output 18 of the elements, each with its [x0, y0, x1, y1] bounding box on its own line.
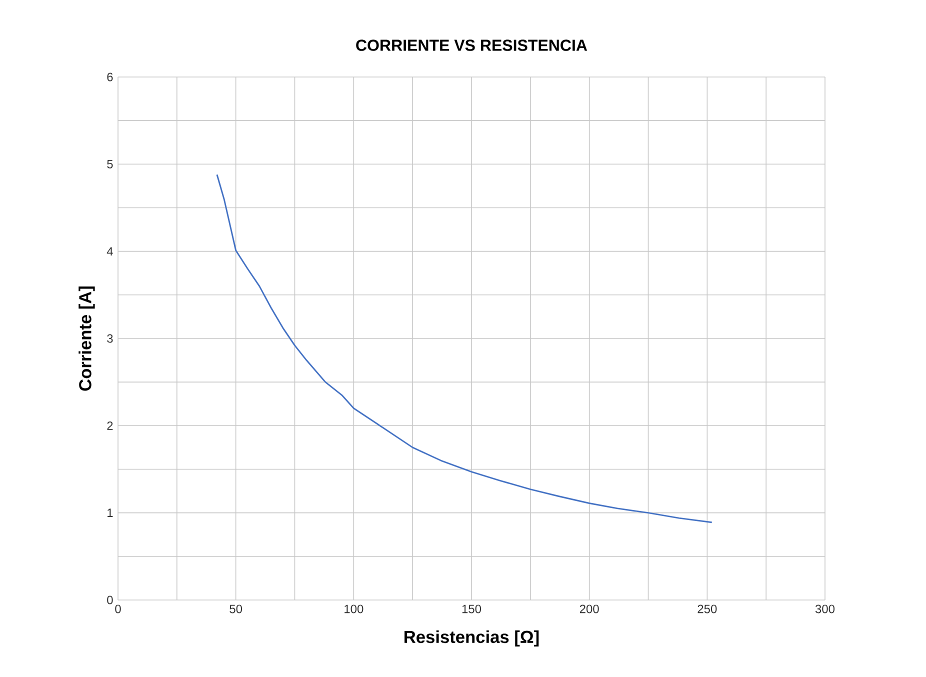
- x-axis-title: Resistencias [Ω]: [404, 630, 539, 646]
- y-tick-label: 2: [107, 421, 113, 430]
- chart-title: CORRIENTE VS RESISTENCIA: [356, 40, 588, 51]
- x-tick-label: 50: [230, 604, 242, 614]
- x-tick-label: 300: [815, 604, 835, 614]
- x-tick-label: 250: [698, 604, 717, 614]
- x-tick-label: 100: [344, 604, 364, 614]
- line-series: [216, 174, 713, 524]
- y-tick-label: 3: [107, 334, 113, 343]
- y-axis-title: Corriente [A]: [78, 286, 95, 391]
- x-tick-label: 0: [115, 604, 121, 614]
- y-tick-label: 6: [107, 72, 113, 82]
- y-tick-label: 4: [106, 247, 113, 256]
- y-tick-label: 5: [107, 160, 113, 168]
- y-tick-label: 0: [107, 596, 113, 604]
- x-tick-label: 150: [462, 604, 482, 614]
- y-tick-label: 1: [108, 508, 113, 517]
- x-tick-label: 200: [580, 604, 599, 614]
